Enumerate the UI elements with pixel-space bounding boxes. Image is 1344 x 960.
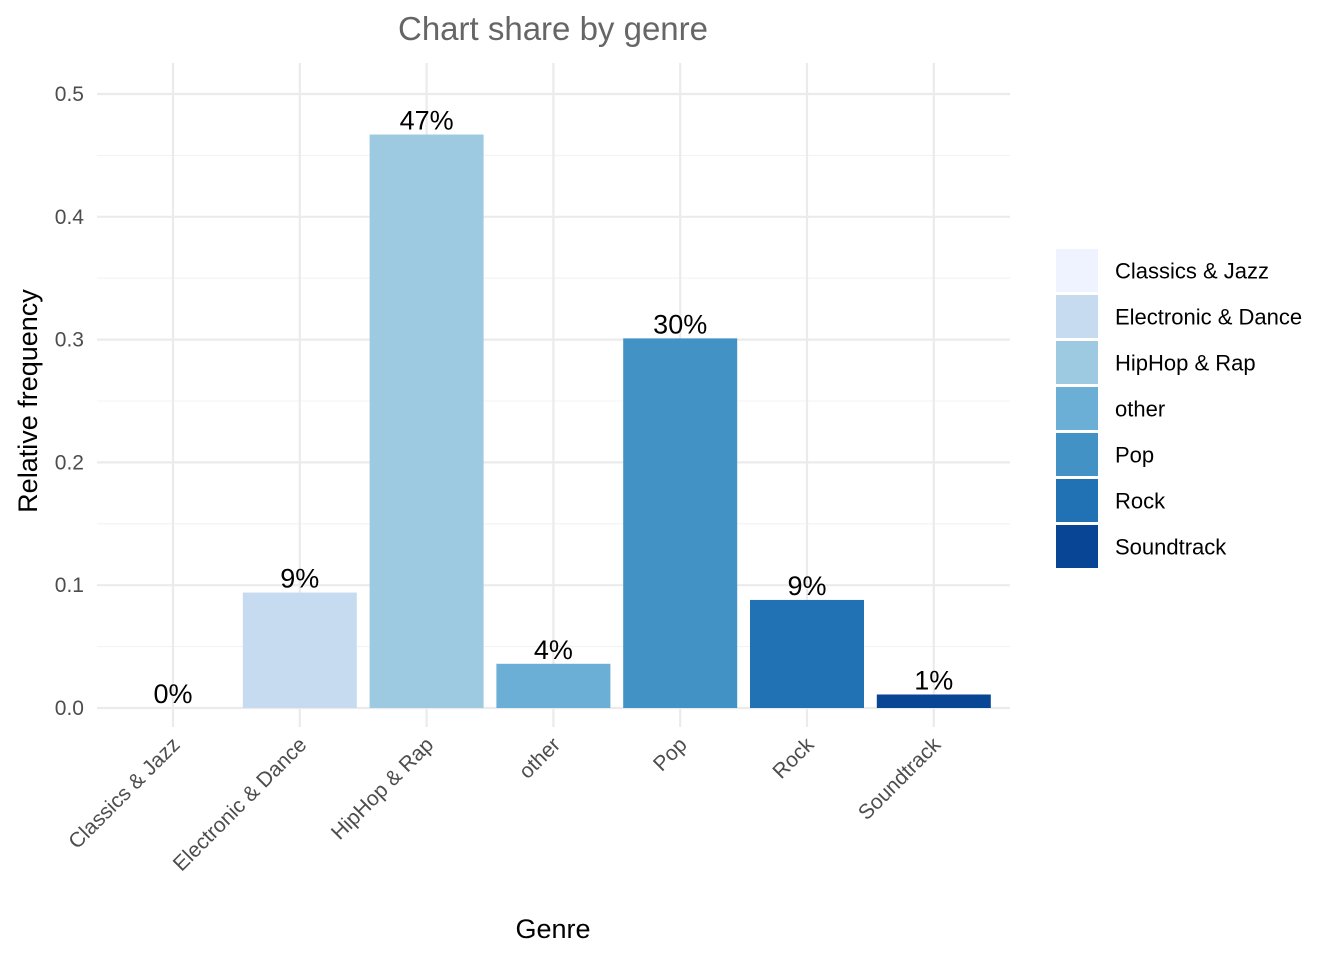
legend-label: Rock (1115, 489, 1166, 514)
data-label: 9% (787, 571, 826, 601)
legend-key (1056, 433, 1098, 476)
legend-key (1056, 249, 1098, 292)
x-tick-label: other (515, 733, 565, 783)
legend-label: other (1115, 397, 1165, 422)
legend-key (1056, 479, 1098, 522)
x-tick-label: Soundtrack (854, 733, 946, 825)
x-axis-title: Genre (515, 914, 590, 944)
legend-key (1056, 525, 1098, 568)
legend-key (1056, 295, 1098, 338)
y-tick-label: 0.0 (55, 697, 84, 720)
legend-key (1056, 387, 1098, 430)
data-label: 9% (280, 564, 319, 594)
y-tick-label: 0.5 (55, 83, 84, 106)
x-tick-label: Electronic & Dance (169, 733, 312, 876)
legend-label: Pop (1115, 443, 1154, 468)
y-tick-label: 0.2 (55, 451, 84, 474)
data-label: 0% (153, 679, 192, 709)
legend-label: HipHop & Rap (1115, 351, 1256, 376)
bar (876, 694, 991, 708)
chart-title: Chart share by genre (398, 10, 708, 47)
bar (242, 592, 357, 708)
legend-key (1056, 341, 1098, 384)
bar (750, 599, 864, 708)
x-tick-label: Pop (649, 733, 692, 776)
legend-label: Electronic & Dance (1115, 305, 1302, 330)
x-tick-label: Classics & Jazz (64, 733, 184, 853)
grid (97, 63, 1010, 727)
y-axis-ticks: 0.0 0.1 0.2 0.3 0.4 0.5 (55, 83, 85, 720)
data-label: 47% (400, 106, 454, 136)
bar (369, 134, 484, 709)
legend-label: Soundtrack (1115, 535, 1227, 560)
x-tick-label: HipHop & Rap (327, 733, 438, 844)
y-tick-label: 0.1 (55, 574, 84, 597)
legend-label: Classics & Jazz (1115, 259, 1269, 284)
data-label: 30% (653, 309, 707, 339)
y-axis-title: Relative frequency (13, 289, 43, 513)
y-tick-label: 0.3 (55, 329, 84, 352)
bars (242, 134, 991, 709)
data-label: 4% (534, 635, 573, 665)
bar (496, 663, 611, 708)
y-tick-label: 0.4 (55, 206, 85, 229)
x-tick-label: Rock (768, 733, 818, 783)
data-labels: 0% 9% 47% 4% 30% 9% 1% (153, 106, 953, 709)
data-label: 1% (914, 665, 953, 695)
bar (623, 338, 738, 708)
legend: Classics & Jazz Electronic & Dance HipHop … (1056, 249, 1302, 568)
